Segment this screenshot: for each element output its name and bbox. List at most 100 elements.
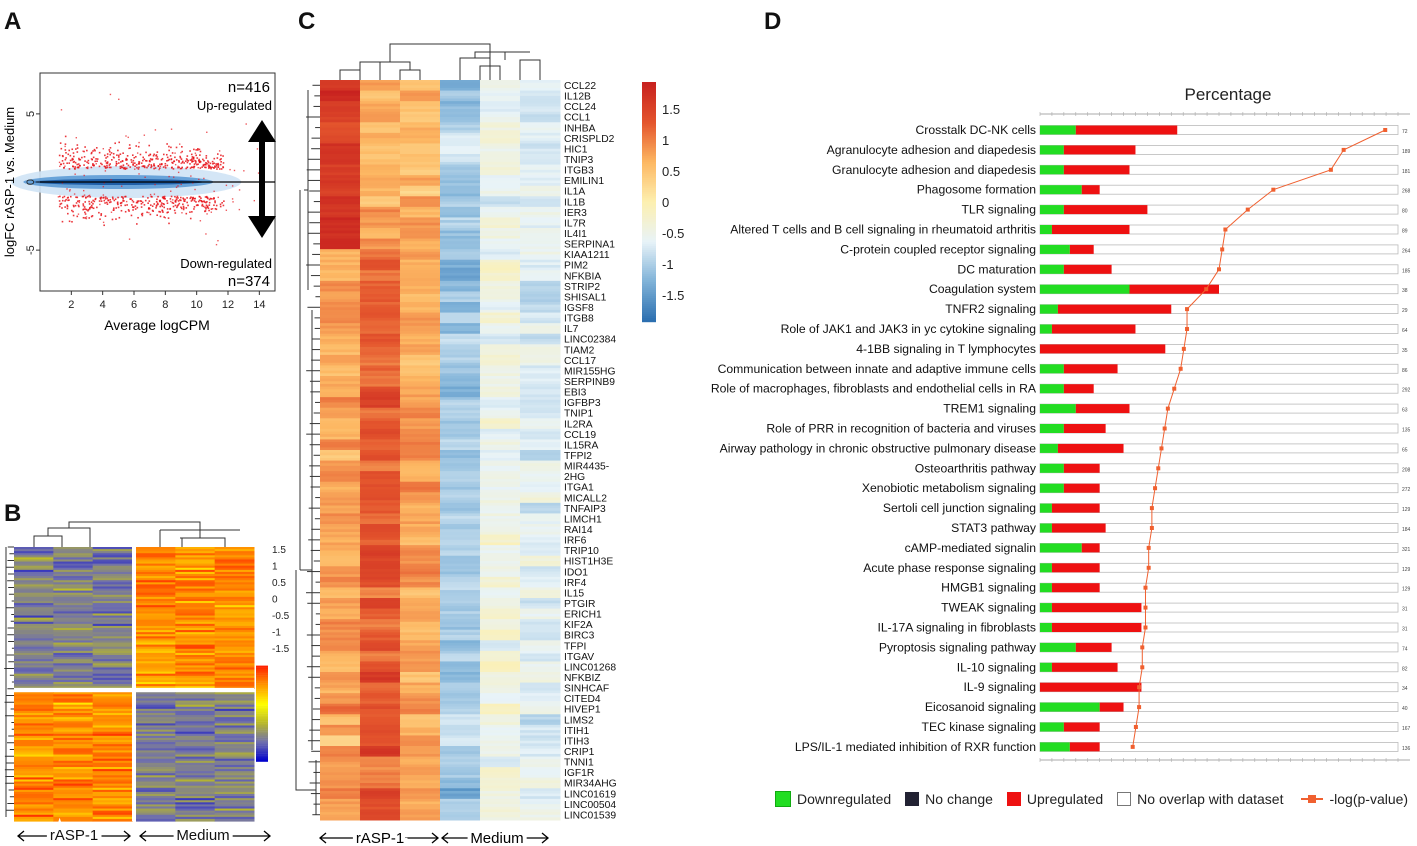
gene-label: RAI14 xyxy=(564,525,593,536)
pathway-count: 31 xyxy=(1402,607,1408,613)
up-bar xyxy=(1051,662,1118,672)
up-bar xyxy=(1051,503,1100,513)
legend-swatch-pvalue xyxy=(1301,792,1324,806)
p-value-point xyxy=(1133,725,1138,729)
gene-label: IL7 xyxy=(564,324,579,335)
down-label: Down-regulated xyxy=(180,256,272,271)
pathway-count: 38 xyxy=(1402,288,1408,294)
down-bar xyxy=(1040,364,1064,374)
gene-label: TNIP3 xyxy=(564,155,593,166)
p-value-point xyxy=(1217,267,1221,272)
panel-b-cells xyxy=(14,547,255,822)
p-value-line xyxy=(1132,129,1386,747)
gene-label: ITIH1 xyxy=(564,726,589,737)
panel-b-color-scale: 1.5 1 0.5 0 -0.5 -1 -1.5 xyxy=(256,545,290,762)
gene-label: IL1B xyxy=(564,197,585,208)
gene-label: INHBA xyxy=(564,123,596,134)
panel-c-gene-labels: CCL22IL12BCCL24CCL1INHBACRISPLD2HIC1TNIP… xyxy=(564,81,617,821)
up-bar xyxy=(1051,603,1142,613)
gene-label: TNIP1 xyxy=(564,409,593,420)
gene-label: TNFAIP3 xyxy=(564,504,606,515)
gene-label: MICALL2 xyxy=(564,493,607,504)
panel-letter-d: D xyxy=(764,8,782,35)
gene-label: IRF4 xyxy=(564,578,587,589)
p-value-point xyxy=(1140,645,1145,650)
up-bar xyxy=(1063,384,1094,394)
up-bar xyxy=(1040,344,1166,354)
ma-xtick-label: 12 xyxy=(222,299,234,311)
panel-b-group2-label: Medium xyxy=(176,827,229,844)
gene-label: IGFBP3 xyxy=(564,398,601,409)
panel-c-scale-label: 0.5 xyxy=(662,164,680,179)
gene-label: IDO1 xyxy=(564,567,588,578)
down-bar xyxy=(1040,702,1100,712)
up-label: Up-regulated xyxy=(197,98,272,113)
gene-label: IL15RA xyxy=(564,440,598,451)
legend-up: Upregulated xyxy=(1026,791,1104,807)
pathway-label: Sertoli cell junction signaling xyxy=(883,501,1036,515)
n-up: n=416 xyxy=(228,79,270,96)
gene-label: IRF6 xyxy=(564,536,587,547)
down-bar xyxy=(1040,603,1052,613)
up-bar xyxy=(1081,543,1100,553)
pathway-label: Acute phase response signaling xyxy=(863,561,1036,575)
pathway-label: IL-9 signaling xyxy=(964,680,1037,694)
bottom-axis-ticks xyxy=(1039,758,1399,762)
p-value-points xyxy=(1130,128,1388,749)
down-bar xyxy=(1040,523,1052,533)
pathway-label: Agranulocyte adhesion and diapedesis xyxy=(827,143,1036,157)
pathway-label: Xenobiotic metabolism signaling xyxy=(862,481,1036,495)
pathway-count: 80 xyxy=(1402,209,1408,215)
p-value-point xyxy=(1383,128,1388,132)
up-bar xyxy=(1075,404,1130,414)
gene-label: ERICH1 xyxy=(564,610,602,621)
pathway-count: 64 xyxy=(1402,328,1408,334)
gene-label: BIRC3 xyxy=(564,631,595,642)
gene-label: IL7R xyxy=(564,218,586,229)
panel-c-scale-label: -1 xyxy=(662,257,674,272)
ma-y-ticks: 5 0 -5 xyxy=(25,111,40,255)
down-bar xyxy=(1040,165,1064,175)
pathway-rows: Crosstalk DC-NK cells 72 Agranulocyte adhe… xyxy=(711,123,1411,754)
down-bar xyxy=(1040,185,1082,195)
up-bar xyxy=(1051,583,1100,593)
panel-letter-b: B xyxy=(4,500,22,527)
gene-label: CCL19 xyxy=(564,430,596,441)
panel-d-legend: Downregulated No change Upregulated No o… xyxy=(775,790,1408,808)
pathway-label: Coagulation system xyxy=(929,282,1036,296)
gene-label: EMILIN1 xyxy=(564,176,604,187)
down-bar xyxy=(1040,722,1064,732)
down-bar xyxy=(1040,543,1082,553)
p-value-point xyxy=(1245,207,1250,212)
p-value-point xyxy=(1130,744,1135,749)
panel-b-group-arrows xyxy=(16,830,272,842)
pathway-label: Osteoarthritis pathway xyxy=(915,461,1037,475)
panel-c-group-arrows xyxy=(318,832,550,844)
gene-label: CITED4 xyxy=(564,694,601,705)
up-bar xyxy=(1051,324,1136,334)
gene-label: IL15 xyxy=(564,588,584,599)
pathway-count: 264 xyxy=(1402,248,1411,254)
ma-xtick-label: 10 xyxy=(191,299,203,311)
panel-b-scale-label: -1 xyxy=(272,628,281,639)
panel-d-pathway-chart: Percentage Crosstalk DC-NK cells 72 Agranu… xyxy=(711,85,1411,762)
gene-label: HIC1 xyxy=(564,144,588,155)
down-bar xyxy=(1040,225,1052,234)
pathway-count: 136 xyxy=(1402,746,1411,752)
panel-b-scale-label: -1.5 xyxy=(272,644,290,655)
down-bar xyxy=(1040,742,1070,752)
gene-label: NFKBIA xyxy=(564,271,601,282)
pathway-count: 208 xyxy=(1402,467,1411,473)
down-bar xyxy=(1040,304,1058,314)
legend-pvalue: -log(p-value) xyxy=(1329,791,1409,807)
n-down: n=374 xyxy=(228,273,270,290)
pathway-label: TNFR2 signaling xyxy=(945,302,1036,316)
panel-b-scale-label: 1 xyxy=(272,562,278,573)
panel-c-scale-label: 1.5 xyxy=(662,102,680,117)
down-bar xyxy=(1040,264,1064,274)
down-bar xyxy=(1040,324,1052,334)
pathway-label: Airway pathology in chronic obstructive … xyxy=(720,441,1037,455)
pathway-label: IL-10 signaling xyxy=(957,660,1036,674)
panel-b-scale-label: 0 xyxy=(272,595,278,606)
gene-label: ITGB3 xyxy=(564,166,594,177)
